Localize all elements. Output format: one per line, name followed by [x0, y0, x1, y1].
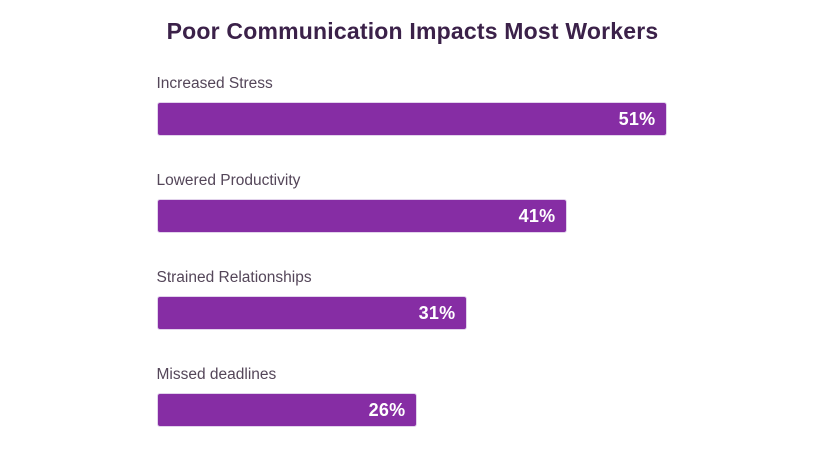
value-label: 41% [518, 205, 556, 226]
chart-row: Increased Stress 51% [156, 75, 669, 136]
value-label: 31% [418, 302, 456, 323]
chart-row: Missed deadlines 26% [156, 366, 669, 427]
bar-strained-relationships: 31% [156, 296, 467, 330]
bar-lowered-productivity: 41% [156, 199, 567, 233]
value-label: 26% [368, 399, 406, 420]
chart-row: Strained Relationships 31% [156, 269, 669, 330]
value-label: 51% [618, 108, 656, 129]
category-label: Strained Relationships [156, 269, 312, 286]
category-label: Lowered Productivity [156, 172, 301, 189]
chart-row: Lowered Productivity 41% [156, 172, 669, 233]
category-label: Increased Stress [156, 75, 273, 92]
chart-title: Poor Communication Impacts Most Workers [166, 18, 659, 44]
bar-missed-deadlines: 26% [156, 393, 417, 427]
bar-chart: Poor Communication Impacts Most Workers … [156, 0, 669, 427]
category-label: Missed deadlines [156, 366, 277, 383]
bar-increased-stress: 51% [156, 102, 667, 136]
